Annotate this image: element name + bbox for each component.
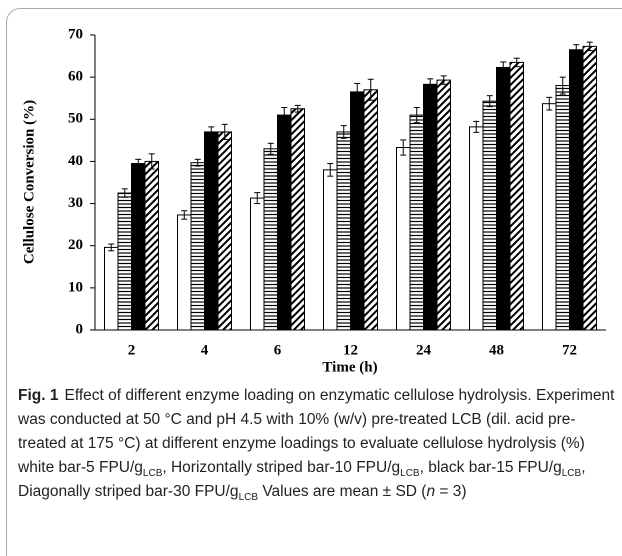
bar <box>436 79 451 331</box>
error-bar <box>281 106 288 124</box>
y-tick-label: 20 <box>68 237 83 253</box>
error-bar <box>559 76 566 95</box>
y-tick-label: 60 <box>68 69 83 85</box>
caption-subscript: LCB <box>142 468 163 480</box>
error-bar <box>181 210 188 220</box>
y-tick-label: 10 <box>68 279 83 295</box>
bar <box>217 131 232 331</box>
bar <box>582 45 597 331</box>
caption-subscript: LCB <box>238 492 259 504</box>
bar <box>277 114 292 331</box>
bar <box>350 91 365 331</box>
bar <box>117 192 132 331</box>
bar <box>250 197 265 331</box>
error-bar <box>254 192 261 205</box>
bar <box>190 162 205 331</box>
error-bar <box>340 125 347 139</box>
bar <box>509 61 524 331</box>
bar <box>555 85 570 331</box>
error-bar <box>573 44 580 56</box>
error-bar <box>440 75 447 85</box>
bar <box>423 83 438 331</box>
y-tick-label: 70 <box>68 26 83 42</box>
bar <box>204 131 219 331</box>
error-bar <box>108 243 115 252</box>
x-axis-label: Time (h) <box>322 359 377 375</box>
caption-text: , Diagonally striped bar-30 FPU/g <box>18 459 586 500</box>
bar <box>263 148 278 331</box>
error-bar <box>546 96 553 111</box>
error-bar <box>400 139 407 156</box>
caption-subscript: LCB <box>400 468 420 480</box>
y-tick-label: 0 <box>76 321 84 337</box>
caption: Fig. 1 Effect of different enzyme loading… <box>18 384 618 504</box>
caption-text: Values are mean ± SD ( <box>258 483 427 500</box>
caption-text: , Horizontally striped bar-10 FPU/g <box>162 459 401 476</box>
error-bar <box>294 104 301 113</box>
bar <box>290 108 305 331</box>
bar <box>569 49 584 331</box>
caption-subscript: LCB <box>561 468 582 480</box>
error-bar <box>473 120 480 133</box>
bar <box>409 114 424 331</box>
error-bar <box>267 142 274 155</box>
error-bar <box>135 158 142 169</box>
y-tick-label: 40 <box>68 153 83 169</box>
error-bar <box>413 106 420 124</box>
bar <box>363 89 378 331</box>
bar <box>177 214 192 331</box>
bar <box>323 169 338 331</box>
error-bar <box>221 123 228 141</box>
bar <box>482 100 497 331</box>
error-bar <box>513 57 520 68</box>
bar <box>144 160 159 331</box>
y-tick-label: 50 <box>68 111 83 127</box>
bar <box>396 147 411 331</box>
error-bar <box>586 41 593 52</box>
caption-text: = 3) <box>435 483 467 500</box>
error-bar <box>121 188 128 198</box>
error-bar <box>367 78 374 101</box>
error-bar <box>208 126 215 138</box>
bar <box>131 163 146 331</box>
error-bar <box>194 158 201 167</box>
caption-label: Fig. 1 <box>18 387 59 404</box>
x-tick-label: 24 <box>416 342 432 358</box>
bar <box>542 103 557 331</box>
y-axis-label: Cellulose Conversion (%) <box>21 100 37 264</box>
x-tick-label: 2 <box>128 342 136 358</box>
x-tick-label: 6 <box>274 342 282 358</box>
error-bar <box>354 82 361 101</box>
error-bar <box>327 163 334 177</box>
x-tick-label: 48 <box>489 342 504 358</box>
x-tick-label: 72 <box>562 342 577 358</box>
bar <box>336 131 351 331</box>
bar <box>104 246 119 331</box>
chart: Cellulose Conversion (%) Time (h) 0 10 20 3… <box>21 26 606 375</box>
bar <box>469 126 484 331</box>
error-bar <box>148 153 155 170</box>
error-bar <box>427 78 434 91</box>
caption-italic: n <box>426 483 436 500</box>
caption-text: Effect of different enzyme loading on en… <box>18 387 615 476</box>
figure-frame <box>6 8 622 556</box>
x-tick-label: 4 <box>201 342 209 358</box>
x-tick-label: 12 <box>343 342 358 358</box>
bar <box>496 66 511 331</box>
y-tick-label: 30 <box>68 195 83 211</box>
error-bar <box>486 95 493 108</box>
caption-text: , black bar-15 FPU/g <box>419 459 562 476</box>
error-bar <box>500 61 507 74</box>
